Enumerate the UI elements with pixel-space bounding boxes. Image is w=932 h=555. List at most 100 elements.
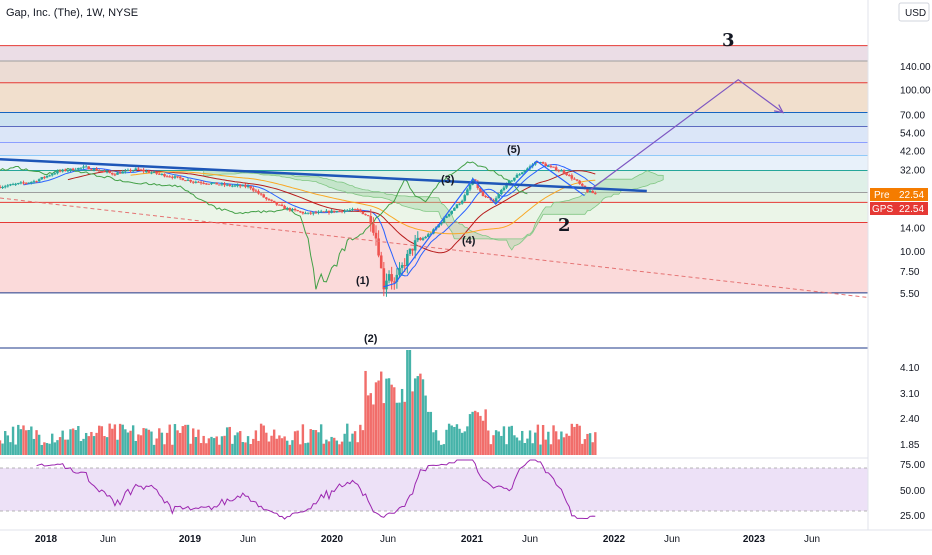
volume-bar xyxy=(37,434,41,455)
rsi-tick-label: 25.00 xyxy=(900,511,925,522)
candle-body xyxy=(9,184,12,186)
volume-bar xyxy=(84,432,88,455)
volume-bar xyxy=(372,404,375,455)
candle-body xyxy=(176,176,179,178)
sma-line xyxy=(130,171,596,235)
volume-bar xyxy=(513,435,516,455)
volume-bar xyxy=(79,441,83,455)
volume-bar xyxy=(77,426,80,455)
volume-bar xyxy=(45,443,49,455)
time-tick-label: Jun xyxy=(664,534,680,545)
volume-bar xyxy=(398,402,401,455)
candle-body xyxy=(184,180,187,182)
candle-body xyxy=(413,240,417,251)
volume-bar xyxy=(393,387,396,455)
volume-bar xyxy=(220,436,224,455)
volume-bar xyxy=(575,423,579,455)
candle-body xyxy=(466,189,469,196)
candle-body xyxy=(0,186,2,188)
volume-bar xyxy=(231,443,234,455)
volume-bar xyxy=(445,429,448,455)
volume-bar xyxy=(236,432,239,455)
volume-bar xyxy=(124,429,127,455)
volume-bar xyxy=(257,440,260,455)
volume-bar xyxy=(578,425,581,455)
candle-body xyxy=(92,168,96,170)
rsi-line xyxy=(36,459,596,520)
candle-body xyxy=(84,166,88,168)
candle-body xyxy=(398,267,401,275)
candle-body xyxy=(241,185,245,187)
volume-bar xyxy=(581,443,584,455)
candle-body xyxy=(103,171,106,173)
candle-body xyxy=(578,180,581,184)
volume-bar xyxy=(570,423,574,455)
volume-bar xyxy=(218,444,221,455)
volume-bar xyxy=(30,426,33,455)
candle-body xyxy=(212,182,216,184)
volume-bar xyxy=(505,444,508,455)
volume-bar xyxy=(155,438,158,455)
candle-body xyxy=(306,212,310,214)
candle-body xyxy=(3,186,7,188)
candle-body xyxy=(204,183,208,185)
volume-bar xyxy=(134,440,137,455)
fib-band xyxy=(0,45,890,62)
candle-body xyxy=(220,183,224,185)
volume-bar xyxy=(293,431,297,455)
volume-bar xyxy=(500,435,503,455)
candle-body xyxy=(359,209,362,212)
candle-body xyxy=(586,189,589,193)
volume-bar xyxy=(205,443,208,455)
volume-bar xyxy=(90,431,93,455)
volume-bar xyxy=(158,428,161,455)
ichimoku-cloud xyxy=(203,169,664,251)
volume-bar xyxy=(254,430,258,455)
volume-bar xyxy=(286,440,289,455)
fib-band xyxy=(0,202,890,223)
candle-body xyxy=(95,168,98,171)
candle-body xyxy=(591,191,595,194)
candle-body xyxy=(45,175,49,178)
price-tick-label: 140.00 xyxy=(900,62,931,73)
volume-bar xyxy=(549,444,553,455)
candle-body xyxy=(144,171,148,173)
volume-bar xyxy=(17,424,20,455)
candle-body xyxy=(137,168,140,170)
candle-body xyxy=(24,182,28,184)
candle-body xyxy=(356,209,360,211)
volume-bar xyxy=(466,426,469,455)
volume-bar xyxy=(463,431,466,455)
candle-body xyxy=(567,175,571,177)
candle-body xyxy=(377,238,380,256)
volume-bar xyxy=(434,430,438,455)
currency-button[interactable] xyxy=(898,2,930,22)
volume-bar xyxy=(403,401,406,455)
candle-body xyxy=(116,172,119,175)
volume-bar xyxy=(100,426,104,455)
candle-body xyxy=(364,214,367,216)
volume-bar xyxy=(202,435,205,455)
volume-bar xyxy=(64,439,67,455)
candle-body xyxy=(573,178,576,180)
volume-bar xyxy=(275,438,278,455)
wave-label-5: (5) xyxy=(507,144,521,156)
candle-body xyxy=(523,170,527,173)
volume-bar xyxy=(507,426,511,455)
volume-bar xyxy=(453,426,456,455)
volume-bar xyxy=(413,378,417,455)
volume-bar xyxy=(265,432,268,455)
volume-bar xyxy=(262,425,265,455)
volume-bar xyxy=(502,426,506,455)
candle-body xyxy=(40,177,44,180)
volume-bar xyxy=(142,428,145,455)
volume-bar xyxy=(168,424,171,455)
candle-body xyxy=(238,185,242,187)
volume-bar xyxy=(241,442,245,455)
candle-body xyxy=(288,208,292,211)
volume-bar xyxy=(259,423,263,455)
volume-bar xyxy=(309,429,312,455)
candle-body xyxy=(338,211,341,213)
volume-bar xyxy=(583,439,587,455)
